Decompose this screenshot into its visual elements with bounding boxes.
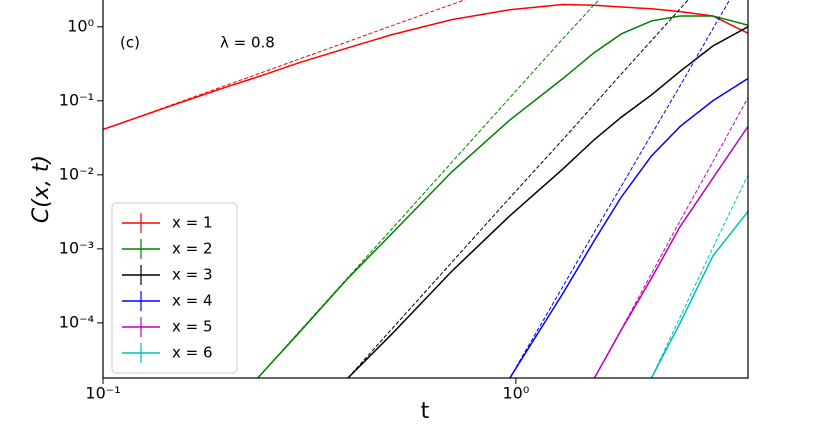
- legend-box: [111, 202, 238, 374]
- data-line: [103, 3, 748, 131]
- legend-label: x = 4: [172, 292, 213, 310]
- y-tick-label: 10⁻¹: [59, 90, 94, 109]
- panel-label: (c): [120, 34, 140, 52]
- asymptote-line: [347, 0, 689, 378]
- plot-area: [103, 0, 748, 378]
- legend-label: x = 1: [172, 214, 213, 232]
- legend-label: x = 5: [172, 318, 213, 336]
- parameter-label: λ = 0.8: [220, 34, 275, 52]
- legend-label: x = 3: [172, 266, 213, 284]
- data-line: [347, 26, 748, 378]
- asymptote-line: [650, 174, 748, 378]
- y-tick-label: 10⁻³: [59, 238, 94, 257]
- asymptote-line: [509, 0, 731, 378]
- x-tick-label: 10⁻¹: [85, 384, 120, 403]
- y-axis-label: C(x, t): [29, 155, 54, 223]
- data-line: [509, 77, 748, 378]
- y-tick-label: 10⁻²: [59, 164, 94, 183]
- x-tick-label: 10⁰: [502, 384, 529, 403]
- legend-label: x = 6: [172, 344, 213, 362]
- asymptote-line: [103, 0, 466, 130]
- y-tick-label: 10⁻⁴: [59, 312, 94, 331]
- y-tick-label: 10⁰: [67, 16, 94, 35]
- x-axis-label: t: [421, 399, 430, 424]
- data-line: [593, 126, 748, 378]
- asymptote-line: [257, 0, 600, 378]
- data-line: [257, 15, 748, 378]
- asymptote-line: [593, 97, 748, 378]
- plot-frame: [102, 0, 749, 379]
- legend-label: x = 2: [172, 240, 213, 258]
- data-line: [650, 210, 748, 378]
